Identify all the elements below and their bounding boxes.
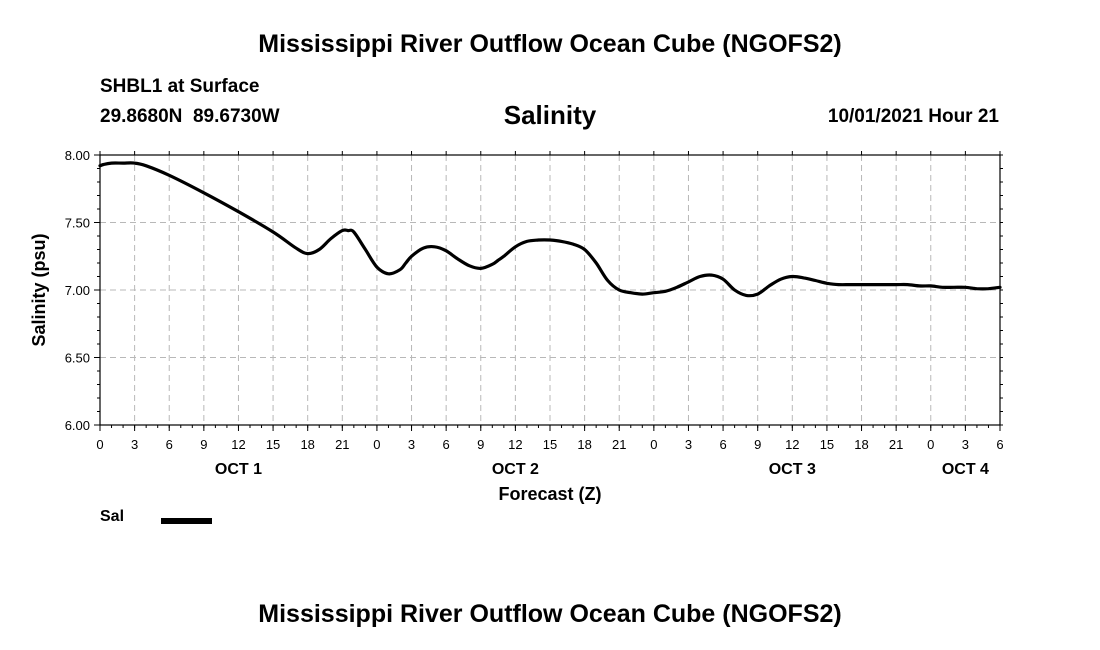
- x-tick-label: 6: [443, 437, 450, 452]
- station-id: SHBL1: [100, 76, 163, 97]
- day-label: OCT 1: [215, 461, 262, 478]
- x-tick-label: 6: [166, 437, 173, 452]
- y-axis-title: Salinity (psu): [29, 233, 49, 346]
- x-tick-label: 18: [577, 437, 591, 452]
- x-tick-label: 21: [889, 437, 903, 452]
- x-tick-label: 9: [200, 437, 207, 452]
- x-tick-label: 12: [785, 437, 799, 452]
- day-labels: OCT 1 OCT 2 OCT 3 OCT 4: [215, 461, 989, 478]
- x-tick-label: 9: [477, 437, 484, 452]
- x-tick-label: 18: [854, 437, 868, 452]
- x-tick-label: 9: [754, 437, 761, 452]
- station-coordinates: 29.8680N 89.6730W: [100, 106, 280, 127]
- y-tick-label: 7.00: [65, 283, 90, 298]
- x-tick-label: 12: [508, 437, 522, 452]
- x-tick-label: 15: [820, 437, 834, 452]
- day-label: OCT 4: [942, 461, 989, 478]
- x-tick-label: 3: [131, 437, 138, 452]
- x-tick-label: 3: [408, 437, 415, 452]
- station-label: SHBL1 at Surface: [100, 76, 259, 98]
- legend-label: Sal: [100, 508, 125, 525]
- x-tick-label: 15: [543, 437, 557, 452]
- chart-title-bottom: Mississippi River Outflow Ocean Cube (NG…: [258, 600, 842, 628]
- y-tick-label: 8.00: [65, 148, 90, 163]
- variable-title: Salinity: [503, 100, 597, 130]
- x-tick-label: 0: [96, 437, 103, 452]
- x-axis-title: Forecast (Z): [498, 484, 601, 504]
- series-line-sal: [98, 161, 1002, 298]
- x-tick-label: 0: [650, 437, 657, 452]
- x-tick-label: 21: [335, 437, 349, 452]
- axis-ticks: [94, 151, 1003, 431]
- x-tick-label: 18: [300, 437, 314, 452]
- y-tick-labels: 6.00 6.50 7.00 7.50 8.00: [65, 148, 90, 433]
- x-tick-label: 12: [231, 437, 245, 452]
- chart-title-top: Mississippi River Outflow Ocean Cube (NG…: [258, 30, 842, 58]
- x-tick-label: 15: [266, 437, 280, 452]
- grid: [100, 155, 1000, 425]
- x-tick-label: 6: [719, 437, 726, 452]
- station-depth: at Surface: [167, 76, 260, 97]
- forecast-datetime: 10/01/2021 Hour 21: [827, 106, 999, 127]
- day-label: OCT 3: [769, 461, 816, 478]
- y-tick-label: 7.50: [65, 216, 90, 231]
- x-tick-label: 3: [685, 437, 692, 452]
- day-label: OCT 2: [492, 461, 539, 478]
- x-tick-label: 0: [373, 437, 380, 452]
- x-tick-labels: 0 3 6 9 12 15 18 21 0 3 6 9 12 15 18 21 0 3 6 9 12 15 18 21 0 3 6: [96, 437, 1003, 452]
- y-tick-label: 6.00: [65, 418, 90, 433]
- x-tick-label: 21: [612, 437, 626, 452]
- y-tick-label: 6.50: [65, 351, 90, 366]
- x-tick-label: 3: [962, 437, 969, 452]
- x-tick-label: 0: [927, 437, 934, 452]
- legend-swatch: [161, 518, 212, 524]
- x-tick-label: 6: [996, 437, 1003, 452]
